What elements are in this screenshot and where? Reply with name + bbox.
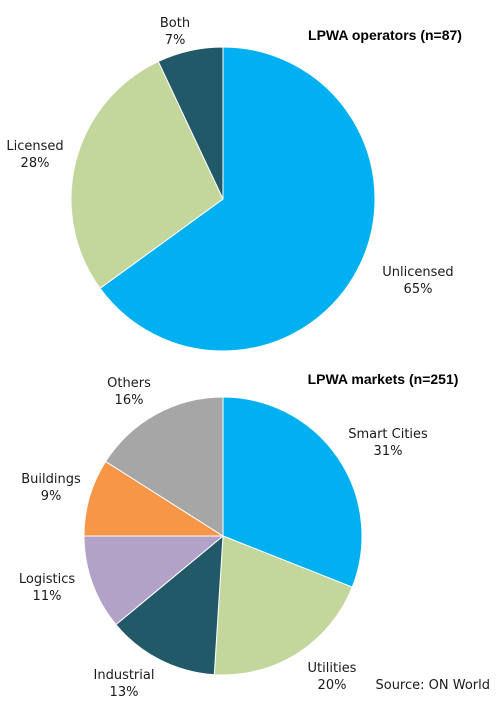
slice-value-industrial: 13% <box>110 685 139 700</box>
pie-slice-both <box>157 46 224 200</box>
operators-pie: Unlicensed 65% Licensed 28% Both 7% <box>6 16 454 352</box>
markets-chart-title: LPWA markets (n=251) <box>308 371 459 387</box>
slice-value-buildings: 9% <box>41 489 62 504</box>
pie-slice-buildings <box>83 460 225 537</box>
slice-value-logistics: 11% <box>33 589 62 604</box>
slice-value-licensed: 28% <box>21 156 50 171</box>
slice-label-utilities: Utilities <box>308 661 357 676</box>
pie-slice-smart-cities <box>222 396 363 588</box>
slice-label-smart-cities: Smart Cities <box>348 427 428 442</box>
slice-label-licensed: Licensed <box>6 139 63 154</box>
pie-slice-industrial <box>115 534 224 676</box>
slice-label-both: Both <box>160 16 190 31</box>
pie-slice-logistics <box>83 535 225 626</box>
slice-value-utilities: 20% <box>318 678 347 693</box>
slice-value-both: 7% <box>165 33 186 48</box>
pie-slice-utilities <box>213 535 353 676</box>
source-note: Source: ON World <box>375 678 490 693</box>
slice-value-unlicensed: 65% <box>404 282 433 297</box>
markets-pie: Smart Cities 31% Utilities 20% Industrial 13%… <box>19 376 428 700</box>
slice-label-buildings: Buildings <box>21 472 81 487</box>
slice-value-smart-cities: 31% <box>374 444 403 459</box>
slice-value-others: 16% <box>115 393 144 408</box>
slice-label-logistics: Logistics <box>19 572 75 587</box>
operators-chart-title: LPWA operators (n=87) <box>308 27 462 43</box>
slice-label-industrial: Industrial <box>94 668 155 683</box>
pie-slice-others <box>104 396 224 537</box>
slice-label-unlicensed: Unlicensed <box>382 265 453 280</box>
pie-slice-unlicensed <box>99 46 376 352</box>
slice-label-others: Others <box>107 376 151 391</box>
pie-slice-licensed <box>70 60 224 290</box>
